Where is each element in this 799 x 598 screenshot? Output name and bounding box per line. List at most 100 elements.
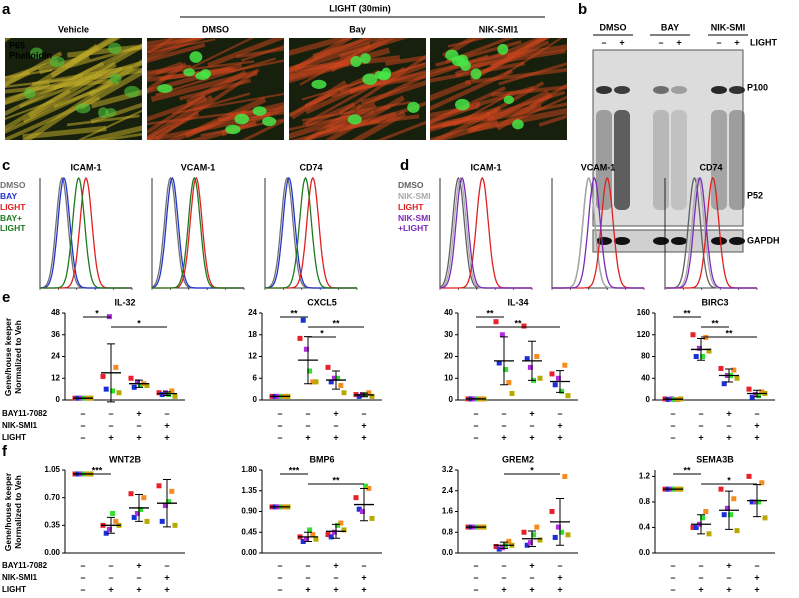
- data-point: [106, 526, 112, 532]
- condition-sign: +: [333, 408, 338, 418]
- data-point: [552, 534, 558, 540]
- data-point: [359, 509, 365, 514]
- data-point: [562, 473, 568, 479]
- fiber: [5, 59, 59, 81]
- column-label: DMSO: [202, 24, 229, 34]
- condition-sign: –: [80, 420, 85, 430]
- data-point: [549, 509, 555, 514]
- fiber: [529, 83, 567, 108]
- fiber: [27, 61, 117, 119]
- fiber: [72, 45, 137, 80]
- data-point: [134, 379, 140, 385]
- nucleus: [49, 56, 65, 68]
- blot-smear: [614, 110, 630, 210]
- data-point: [746, 386, 752, 392]
- data-point: [721, 381, 727, 387]
- error-bar: [556, 370, 564, 393]
- blot-band: [614, 237, 630, 245]
- condition-sign: –: [473, 408, 478, 418]
- histogram-curve: [264, 176, 357, 289]
- data-point: [110, 510, 116, 516]
- y-tick-label: 80: [641, 352, 650, 361]
- y-tick-label: 0.90: [241, 507, 257, 516]
- significance-label: *: [530, 465, 534, 475]
- condition-sign: –: [277, 584, 282, 594]
- histogram-curve: [265, 176, 357, 289]
- histogram-curve: [152, 176, 244, 289]
- nucleus: [455, 98, 470, 111]
- blot-band: [596, 237, 612, 245]
- condition-sign: –: [277, 408, 282, 418]
- nucleus: [157, 84, 173, 93]
- condition-sign: –: [557, 408, 562, 418]
- fiber: [147, 42, 206, 64]
- fiber: [147, 109, 253, 126]
- y-tick-label: 48: [51, 308, 60, 317]
- fiber: [487, 102, 567, 122]
- condition-sign: –: [501, 572, 506, 582]
- condition-sign: –: [754, 560, 759, 570]
- data-point: [110, 388, 116, 394]
- condition-sign: –: [501, 420, 506, 430]
- y-tick-label: 0.35: [44, 520, 60, 529]
- micrograph: [147, 38, 284, 140]
- fiber: [515, 95, 567, 122]
- error-bar: [556, 498, 564, 546]
- y-tick-label: 0: [253, 395, 258, 404]
- error-bar: [725, 368, 733, 383]
- condition-sign: +: [726, 560, 731, 570]
- nucleus: [377, 71, 391, 81]
- fiber: [491, 85, 567, 97]
- error-bar: [332, 523, 340, 539]
- condition-sign: +: [136, 560, 141, 570]
- blot-smear: [711, 110, 727, 210]
- column-label: Vehicle: [58, 24, 89, 34]
- data-point: [131, 384, 137, 390]
- significance-label: *: [320, 328, 324, 338]
- chart-title: BMP6: [309, 454, 334, 464]
- data-point: [555, 524, 561, 530]
- condition-sign: +: [529, 560, 534, 570]
- chart-title: IL-34: [507, 297, 528, 307]
- blot-band: [729, 237, 745, 245]
- condition-sign: +: [557, 572, 562, 582]
- condition-label: BAY11-7082: [2, 561, 48, 570]
- data-point: [700, 515, 706, 521]
- condition-sign: +: [333, 432, 338, 442]
- data-point: [700, 354, 706, 359]
- data-point: [499, 545, 505, 551]
- condition-sign: –: [726, 420, 731, 430]
- nucleus: [350, 56, 362, 67]
- data-point: [331, 375, 337, 381]
- data-point: [166, 499, 172, 505]
- histogram-curve: [665, 176, 757, 289]
- data-point: [156, 483, 162, 489]
- condition-sign: +: [557, 584, 562, 594]
- error-bar: [697, 514, 705, 535]
- fiber: [155, 60, 255, 75]
- data-point: [338, 520, 344, 526]
- blot-sign: –: [716, 37, 721, 47]
- nucleus: [362, 73, 378, 85]
- blot-band: [653, 86, 669, 94]
- panel-label: b: [578, 1, 587, 18]
- panel-label: c: [2, 157, 10, 174]
- y-tick-label: 1.05: [44, 465, 60, 474]
- nucleus: [183, 68, 195, 77]
- fiber: [79, 69, 142, 110]
- blot-band: [729, 86, 745, 94]
- fiber: [430, 79, 472, 102]
- fiber: [5, 77, 75, 88]
- error-bar: [500, 541, 508, 549]
- y-tick-label: 2.4: [442, 486, 454, 495]
- error-bar: [697, 338, 705, 361]
- y-tick-label: 1.80: [241, 465, 257, 474]
- condition-sign: –: [473, 420, 478, 430]
- condition-sign: –: [501, 408, 506, 418]
- condition-sign: –: [698, 408, 703, 418]
- data-point: [300, 538, 306, 544]
- data-point: [534, 354, 540, 359]
- data-point: [116, 390, 122, 396]
- data-point: [313, 536, 319, 542]
- data-point: [144, 518, 150, 524]
